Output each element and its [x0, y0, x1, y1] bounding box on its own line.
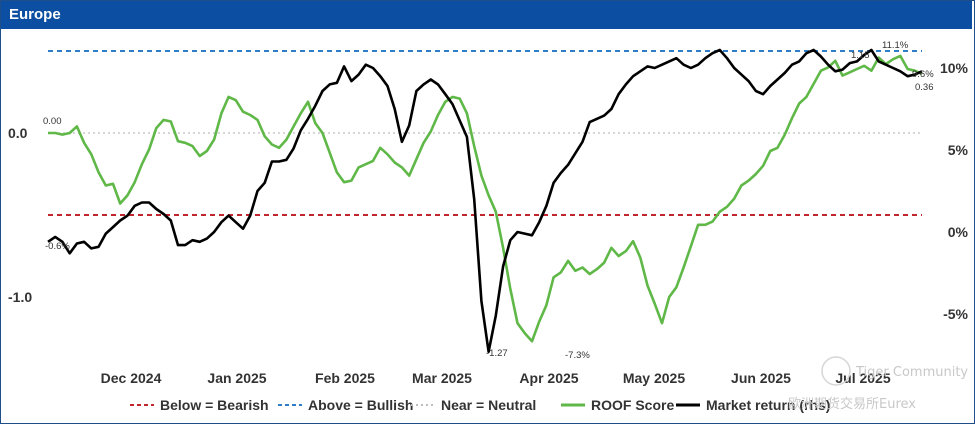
legend-label: Above = Bullish	[308, 397, 413, 413]
chart-header: Europe	[1, 1, 972, 29]
data-annotations: 0.00 -1.27 0.36 -0.6% -7.3% 11.1% 9.6% 1.15	[43, 40, 934, 361]
right-axis: 10% 5% 0% -5%	[940, 60, 969, 322]
watermark-text: Tiger Community	[855, 365, 968, 380]
x-tick-label: Feb 2025	[315, 370, 375, 386]
left-tick-label: 0.0	[8, 125, 28, 141]
data-label: 9.6%	[912, 69, 934, 80]
x-tick-label: May 2025	[623, 370, 685, 386]
legend-label: Near = Neutral	[441, 397, 536, 413]
data-label: 11.1%	[882, 40, 909, 51]
x-tick-label: Mar 2025	[412, 370, 472, 386]
watermark: Tiger Community	[821, 356, 968, 386]
data-label: 0.36	[915, 82, 934, 93]
x-tick-label: Dec 2024	[101, 370, 162, 386]
x-axis: Dec 2024 Jan 2025 Feb 2025 Mar 2025 Apr 2025…	[101, 370, 891, 386]
left-axis: 0.0 -1.0	[8, 125, 32, 305]
data-label: -0.6%	[45, 241, 70, 252]
series-lines	[47, 48, 923, 354]
x-tick-label: Jun 2025	[731, 370, 791, 386]
right-tick-label: -5%	[943, 306, 968, 322]
reference-lines	[48, 50, 922, 216]
data-label: -1.27	[486, 348, 508, 359]
series-line-0	[48, 54, 923, 343]
x-tick-label: Apr 2025	[519, 370, 578, 386]
watermark-subtext: 欧洲期货交易所Eurex	[788, 396, 916, 412]
right-tick-label: 0%	[948, 224, 969, 240]
right-tick-label: 10%	[940, 60, 969, 76]
tiger-logo-icon	[821, 356, 851, 386]
data-label: 0.00	[43, 116, 62, 127]
data-label: 1.15	[851, 50, 870, 61]
series-line-1	[47, 48, 923, 354]
chart-title: Europe	[9, 6, 61, 23]
legend-label: Market return (rhs)	[706, 397, 830, 413]
x-tick-label: Jan 2025	[207, 370, 266, 386]
left-tick-label: -1.0	[8, 289, 32, 305]
legend: Below = Bearish Above = Bullish Near = Neu…	[130, 397, 830, 413]
legend-label: Below = Bearish	[160, 397, 269, 413]
legend-label: ROOF Score	[591, 397, 674, 413]
right-tick-label: 5%	[948, 142, 969, 158]
data-label: -7.3%	[565, 350, 590, 361]
